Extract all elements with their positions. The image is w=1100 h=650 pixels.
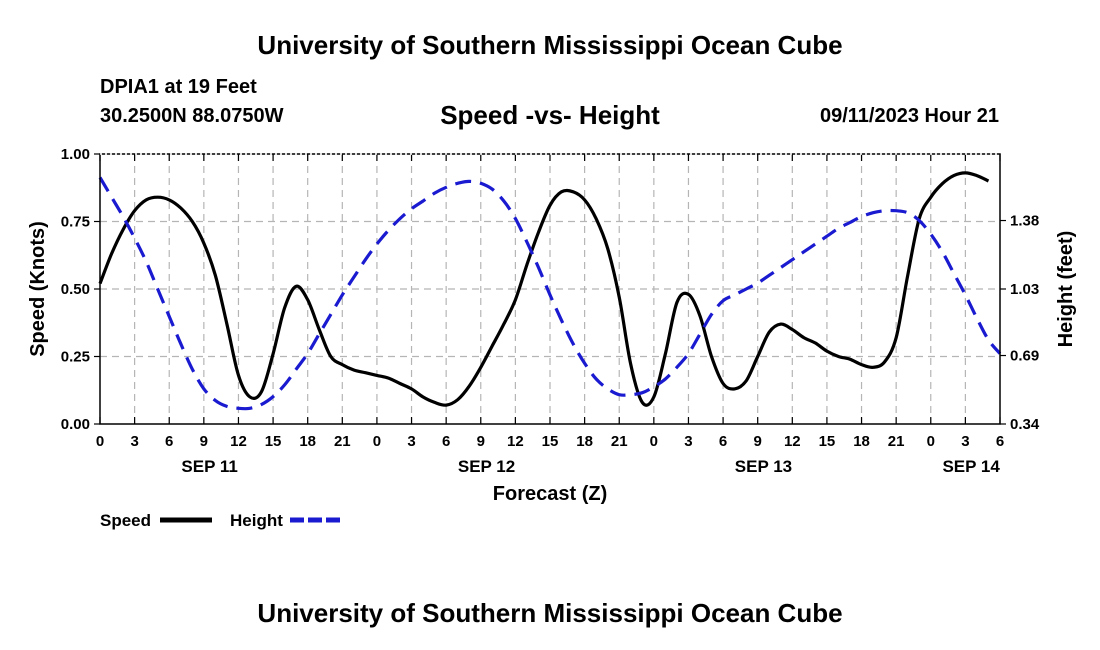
y-tick-label-right: 1.03 (1010, 281, 1039, 298)
chart-title: Speed -vs- Height (440, 100, 660, 130)
y-tick-label-left: 0.25 (61, 349, 90, 366)
x-tick-label: 21 (334, 433, 351, 450)
y-axis-label-right: Height (feet) (1055, 231, 1077, 348)
x-tick-label: 21 (888, 433, 905, 450)
y-tick-label-left: 0.50 (61, 281, 90, 298)
date-label: SEP 13 (735, 457, 792, 476)
coordinates-label: 30.2500N 88.0750W (100, 105, 284, 127)
x-tick-label: 15 (265, 433, 282, 450)
x-tick-label: 0 (650, 433, 658, 450)
x-tick-label: 18 (576, 433, 593, 450)
x-tick-label: 6 (719, 433, 727, 450)
y-tick-label-left: 1.00 (61, 146, 90, 163)
x-tick-label: 12 (784, 433, 801, 450)
y-tick-label-right: 1.38 (1010, 213, 1039, 230)
x-tick-label: 6 (442, 433, 450, 450)
date-label: SEP 14 (942, 457, 1000, 476)
x-tick-label: 12 (507, 433, 524, 450)
series-line-speed (98, 171, 990, 407)
x-tick-label: 9 (477, 433, 485, 450)
y-axis-label-left: Speed (Knots) (27, 221, 49, 357)
x-tick-label: 9 (200, 433, 208, 450)
legend-label-speed: Speed (100, 511, 151, 530)
legend-label-height: Height (230, 511, 283, 530)
x-tick-label: 0 (927, 433, 935, 450)
x-tick-label: 18 (299, 433, 316, 450)
y-tick-label-right: 0.34 (1010, 416, 1040, 433)
grid (100, 154, 1000, 424)
date-label: SEP 12 (458, 457, 515, 476)
x-tick-label: 15 (819, 433, 836, 450)
x-tick-label: 6 (996, 433, 1004, 450)
x-tick-label: 9 (754, 433, 762, 450)
x-tick-label: 3 (130, 433, 138, 450)
date-label: SEP 11 (181, 457, 237, 476)
x-tick-label: 3 (961, 433, 969, 450)
page-footer-title: University of Southern Mississippi Ocean… (257, 598, 843, 628)
y-tick-label-right: 0.69 (1010, 348, 1039, 365)
x-tick-label: 15 (542, 433, 559, 450)
series-line-height (98, 176, 1002, 411)
datetime-label: 09/11/2023 Hour 21 (819, 105, 999, 127)
x-tick-label: 21 (611, 433, 628, 450)
legend: Speed Height (100, 511, 342, 530)
y-tick-label-left: 0.75 (61, 214, 90, 231)
x-tick-label: 3 (684, 433, 692, 450)
axes: 0 3 6 9 12 15 18 21 0 3 6 9 12 15 18 21 0 3 6 9 12 15 18 21 0 3 60… (61, 146, 1040, 476)
x-tick-label: 18 (853, 433, 870, 450)
y-tick-label-left: 0.00 (61, 416, 90, 433)
x-tick-label: 0 (373, 433, 381, 450)
x-tick-label: 0 (96, 433, 104, 450)
x-tick-label: 12 (230, 433, 247, 450)
x-axis-label: Forecast (Z) (493, 483, 607, 505)
x-tick-label: 3 (407, 433, 415, 450)
page-title: University of Southern Mississippi Ocean… (257, 30, 843, 60)
station-label: DPIA1 at 19 Feet (100, 76, 257, 98)
x-tick-label: 6 (165, 433, 173, 450)
series-layer (98, 171, 1002, 411)
